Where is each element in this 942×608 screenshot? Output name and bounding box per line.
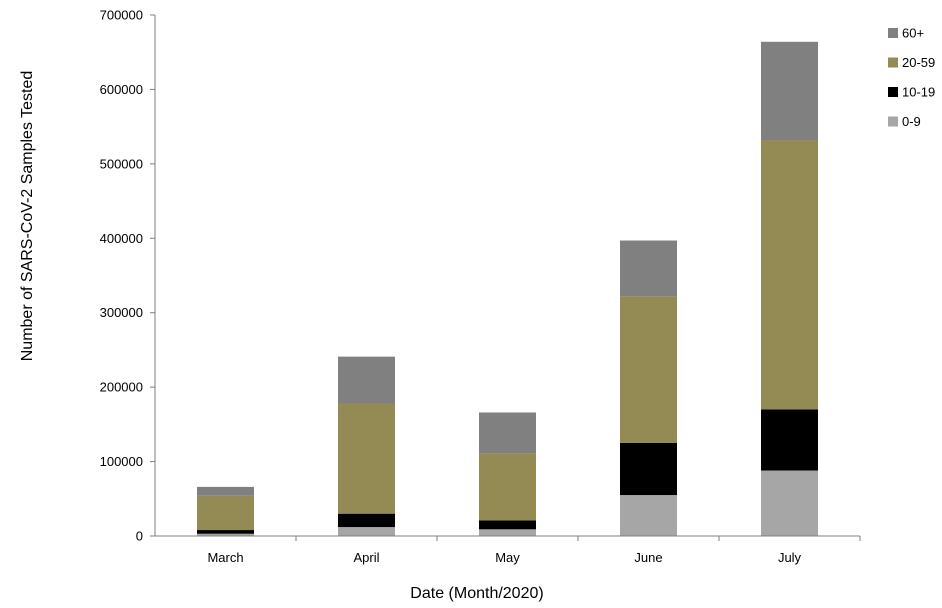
bar-april-0-9 [338, 527, 395, 536]
bar-march-10-19 [197, 530, 254, 534]
bar-march-20-59 [197, 495, 254, 531]
bar-april-20-59 [338, 403, 395, 514]
bar-april-10-19 [338, 513, 395, 528]
axes-layer: March April May June July 0 100000 200000 300000… [100, 8, 861, 565]
y-tick-label: 500000 [100, 156, 143, 171]
legend-swatch-10-19 [888, 87, 898, 97]
bar-june-10-19 [620, 442, 677, 496]
bar-june-0-9 [620, 495, 677, 536]
bar-march-60plus [197, 486, 254, 496]
legend-label: 60+ [902, 26, 924, 41]
y-tick-label: 0 [136, 529, 143, 544]
y-axis-title: Number of SARS-CoV-2 Samples Tested [19, 71, 36, 362]
x-tick-label: May [495, 550, 520, 565]
x-tick-label: April [353, 550, 379, 565]
bar-june-60plus [620, 240, 677, 297]
x-tick-label: July [778, 550, 802, 565]
y-tick-label: 300000 [100, 305, 143, 320]
y-tick-label: 200000 [100, 380, 143, 395]
bar-may-0-9 [479, 529, 536, 536]
x-tick-label: March [207, 550, 243, 565]
legend-swatch-0-9 [888, 116, 898, 127]
bar-june-20-59 [620, 296, 677, 443]
bar-july-60plus [761, 41, 818, 141]
y-tick-label: 400000 [100, 231, 143, 246]
y-tick-label: 700000 [100, 8, 143, 23]
x-axis-title: Date (Month/2020) [410, 585, 543, 602]
bar-july-10-19 [761, 409, 818, 471]
bar-july-0-9 [761, 470, 818, 536]
legend-label: 10-19 [902, 85, 935, 100]
x-tick-label: June [634, 550, 662, 565]
legend-swatch-60plus [888, 28, 898, 38]
bar-july-20-59 [761, 140, 818, 410]
bar-may-60plus [479, 412, 536, 454]
bar-may-20-59 [479, 453, 536, 521]
legend-label: 20-59 [902, 55, 935, 70]
y-tick-label: 600000 [100, 82, 143, 97]
legend-swatch-20-59 [888, 57, 898, 68]
legend: 60+ 20-59 10-19 0-9 [888, 26, 935, 129]
legend-label: 0-9 [902, 114, 921, 129]
bar-march-0-9 [197, 533, 254, 536]
bar-april-60plus [338, 356, 395, 404]
y-tick-label: 100000 [100, 454, 143, 469]
bar-may-10-19 [479, 520, 536, 530]
bars-layer [197, 41, 818, 536]
